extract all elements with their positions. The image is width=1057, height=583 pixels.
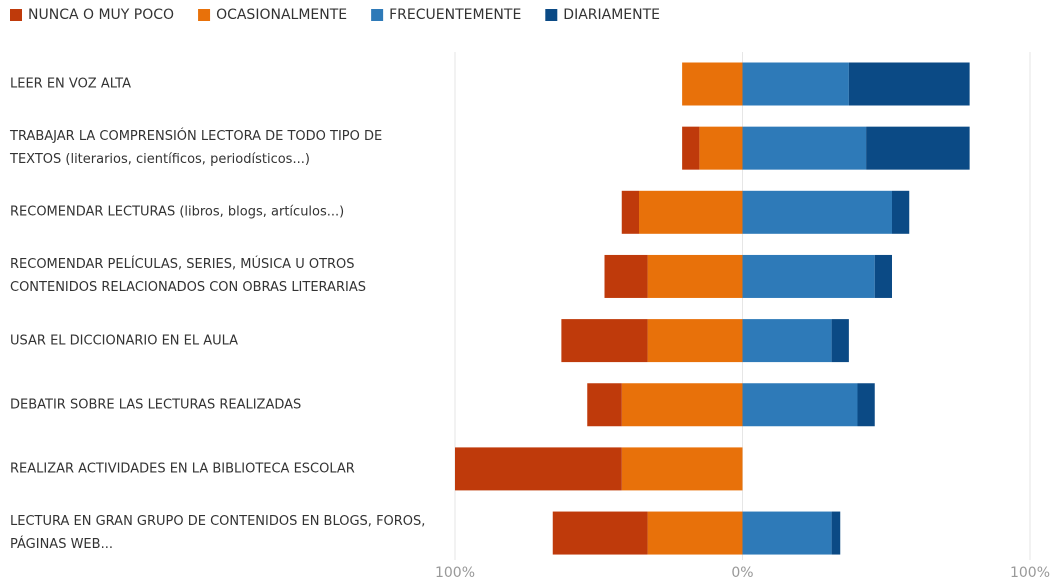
legend-swatch xyxy=(198,9,211,21)
bar-segment xyxy=(857,383,875,427)
category-label: LECTURA EN GRAN GRUPO DE CONTENIDOS EN B… xyxy=(10,514,426,553)
category-label: DEBATIR SOBRE LAS LECTURAS REALIZADAS xyxy=(10,397,302,413)
bar-segment xyxy=(647,511,743,555)
category-label: TRABAJAR LA COMPRENSIÓN LECTORA DE TODO … xyxy=(10,129,383,168)
legend-label: DIARIAMENTE xyxy=(563,7,660,23)
category-label: USAR EL DICCIONARIO EN EL AULA xyxy=(10,333,239,349)
bar-segment xyxy=(831,511,841,555)
category-label: RECOMENDAR LECTURAS (libros, blogs, artí… xyxy=(10,204,345,220)
bar-segment xyxy=(742,62,849,106)
bar-segment xyxy=(552,511,648,555)
bar-segment xyxy=(682,126,700,170)
legend-label: FRECUENTEMENTE xyxy=(389,7,521,23)
legend-swatch xyxy=(545,9,558,21)
bar-segment xyxy=(866,126,970,170)
bar-segment xyxy=(742,126,867,170)
bar-segment xyxy=(742,319,832,363)
bar-segment xyxy=(848,62,970,106)
legend-label: OCASIONALMENTE xyxy=(216,7,347,23)
bar-segment xyxy=(699,126,743,170)
bar-segment xyxy=(742,190,892,234)
bar-segment xyxy=(742,383,858,427)
bar-segment xyxy=(892,190,910,234)
bar-segment xyxy=(831,319,849,363)
category-label: RECOMENDAR PELÍCULAS, SERIES, MÚSICA U O… xyxy=(10,257,366,296)
bar-segment xyxy=(874,254,892,298)
x-tick-label: 100% xyxy=(435,565,475,581)
bar-segment xyxy=(621,447,743,491)
x-tick-label: 100% xyxy=(1010,565,1050,581)
bar-segment xyxy=(561,319,648,363)
bar-segment xyxy=(742,254,875,298)
bar-segment xyxy=(682,62,743,106)
category-label: LEER EN VOZ ALTA xyxy=(10,76,132,92)
bar-segment xyxy=(455,447,622,491)
bar-segment xyxy=(647,319,743,363)
legend-label: NUNCA O MUY POCO xyxy=(28,7,174,23)
bar-segment xyxy=(742,511,832,555)
bar-segment xyxy=(647,254,743,298)
bar-segment xyxy=(604,254,648,298)
bar-segment xyxy=(587,383,622,427)
bar-segment xyxy=(639,190,743,234)
legend-swatch xyxy=(10,9,22,21)
category-label: REALIZAR ACTIVIDADES EN LA BIBLIOTECA ES… xyxy=(10,461,355,477)
bar-segment xyxy=(621,383,743,427)
bar-segment xyxy=(621,190,639,234)
legend-swatch xyxy=(371,9,384,21)
x-tick-label: 0% xyxy=(731,565,753,581)
